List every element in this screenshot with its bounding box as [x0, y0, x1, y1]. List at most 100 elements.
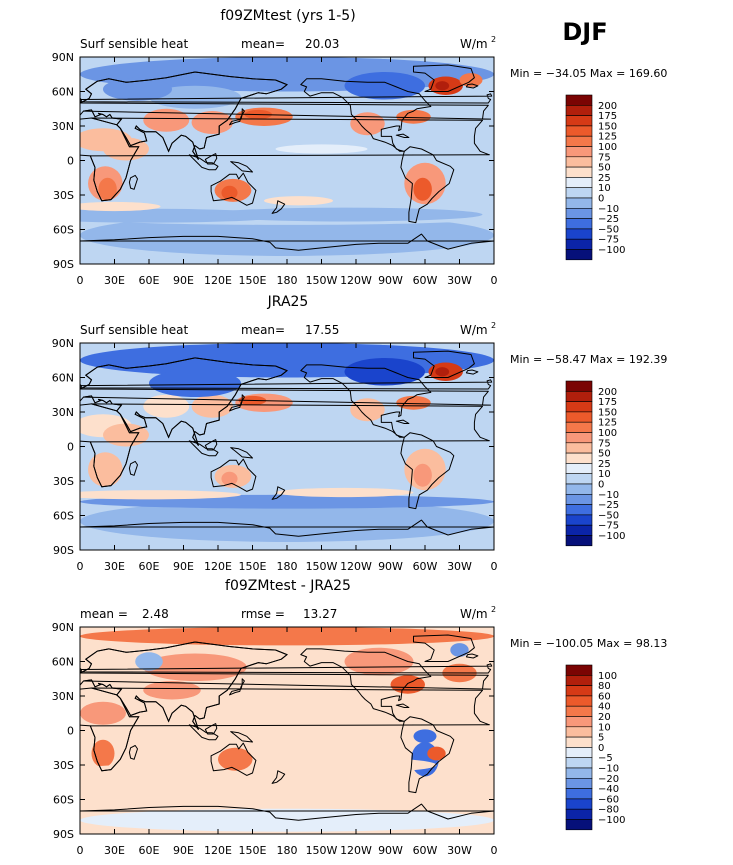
colorbar-label: −25: [598, 214, 619, 225]
coastline-australia: [210, 458, 257, 492]
mean-label: mean=: [241, 323, 285, 337]
x-tick-label: 60W: [413, 274, 438, 287]
coastline-namerica: [300, 364, 432, 438]
y-tick-label: 30S: [53, 759, 74, 772]
colorbar-label: 75: [598, 438, 611, 449]
x-tick-label: 0: [491, 274, 498, 287]
colorbar-box: [565, 777, 593, 789]
field-contour: [221, 471, 238, 486]
colorbar-label: 50: [598, 449, 611, 460]
coastline-newguinea: [230, 447, 253, 459]
coastline-antarctica: [80, 519, 494, 537]
coastline-iceland: [465, 83, 479, 89]
coastline-newguinea: [230, 731, 253, 743]
colorbar-label: 75: [598, 152, 611, 163]
panel-title: f09ZMtest - JRA25: [225, 578, 351, 594]
coastline-australia: [210, 172, 257, 206]
field-contour: [344, 357, 425, 386]
colorbar-label: 125: [598, 418, 617, 429]
coastline-iceland: [465, 653, 479, 659]
x-tick-label: 30E: [104, 274, 125, 287]
field-contour: [80, 214, 494, 256]
coastline-japan: [229, 678, 245, 696]
colorbar-label: −75: [598, 235, 619, 246]
colorbar-label: −10: [598, 490, 619, 501]
x-tick-label: 90E: [173, 274, 194, 287]
colorbar-box: [565, 788, 593, 800]
colorbar-box: [565, 218, 593, 230]
y-tick-label: 90N: [52, 337, 74, 350]
mean-value: 17.55: [305, 323, 339, 337]
coastline-madagascar: [128, 745, 138, 760]
colorbar-box: [565, 187, 593, 199]
colorbar-box: [565, 166, 593, 178]
x-tick-label: 0: [491, 560, 498, 573]
colorbar-label: −100: [598, 815, 625, 826]
colorbar-box: [565, 664, 593, 676]
units-exponent: 2: [491, 605, 496, 614]
colorbar-box: [565, 208, 593, 219]
season-label: DJF: [562, 18, 607, 46]
colorbar-label: 0: [598, 194, 604, 205]
x-tick-label: 60W: [413, 560, 438, 573]
coastline-antarctica: [80, 233, 494, 251]
panel-title: f09ZMtest (yrs 1-5): [220, 8, 355, 24]
colorbar-label: 175: [598, 397, 617, 408]
field-contour: [135, 652, 163, 671]
colorbar-label: 200: [598, 387, 617, 398]
coastline-japan: [229, 108, 245, 126]
x-tick-label: 0: [77, 560, 84, 573]
field-contour: [350, 112, 385, 136]
colorbar-box: [565, 411, 593, 423]
coastline-borneo: [204, 153, 218, 165]
colorbar-label: −75: [598, 521, 619, 532]
x-tick-label: 90W: [378, 844, 403, 857]
field-contour: [413, 463, 432, 487]
x-tick-label: 120E: [204, 844, 232, 857]
x-tick-label: 30W: [447, 274, 472, 287]
colorbar-box: [565, 177, 593, 188]
y-tick-label: 60N: [52, 656, 74, 669]
colorbar-box: [565, 228, 593, 240]
field-contour: [435, 81, 450, 91]
colorbar-label: 100: [598, 428, 617, 439]
y-tick-label: 90S: [53, 544, 74, 557]
min-max-label: Min = −34.05 Max = 169.60: [510, 67, 667, 80]
rmse-value: 13.27: [303, 607, 337, 621]
x-tick-label: 90E: [173, 560, 194, 573]
y-tick-label: 0: [67, 441, 74, 454]
colorbar-box: [565, 819, 593, 831]
x-tick-label: 150W: [306, 274, 338, 287]
colorbar-label: 20: [598, 712, 611, 723]
coastline-nz: [271, 200, 286, 214]
field-contour: [191, 111, 233, 135]
mean-label: mean =: [80, 607, 128, 621]
colorbar-box: [565, 504, 593, 516]
units-label: W/m: [460, 607, 488, 621]
colorbar-label: 100: [598, 671, 617, 682]
coastline-uk-wrap: [80, 667, 82, 673]
x-tick-label: 0: [491, 844, 498, 857]
map-field: [80, 343, 494, 550]
x-tick-label: 0: [77, 274, 84, 287]
colorbar-label: −100: [598, 531, 625, 542]
coastline-borneo: [204, 723, 218, 735]
variable-label: Surf sensible heat: [80, 323, 189, 337]
map-panel-3: f09ZMtest - JRA25 mean = 2.48 rmse = 13.27 W/…: [52, 578, 668, 857]
colorbar-label: 0: [598, 743, 604, 754]
coastline-indonesia: [188, 154, 219, 171]
colorbar-box: [565, 380, 593, 392]
y-tick-label: 90N: [52, 51, 74, 64]
colorbar-label: −40: [598, 784, 619, 795]
colorbar-box: [565, 473, 593, 485]
colorbar-box: [565, 421, 593, 433]
y-tick-label: 60S: [53, 510, 74, 523]
field-contour: [80, 500, 494, 542]
colorbar-box: [565, 135, 593, 147]
colorbar-box: [565, 535, 593, 547]
colorbar-label: −100: [598, 245, 625, 256]
coastline-namerica: [300, 648, 432, 722]
